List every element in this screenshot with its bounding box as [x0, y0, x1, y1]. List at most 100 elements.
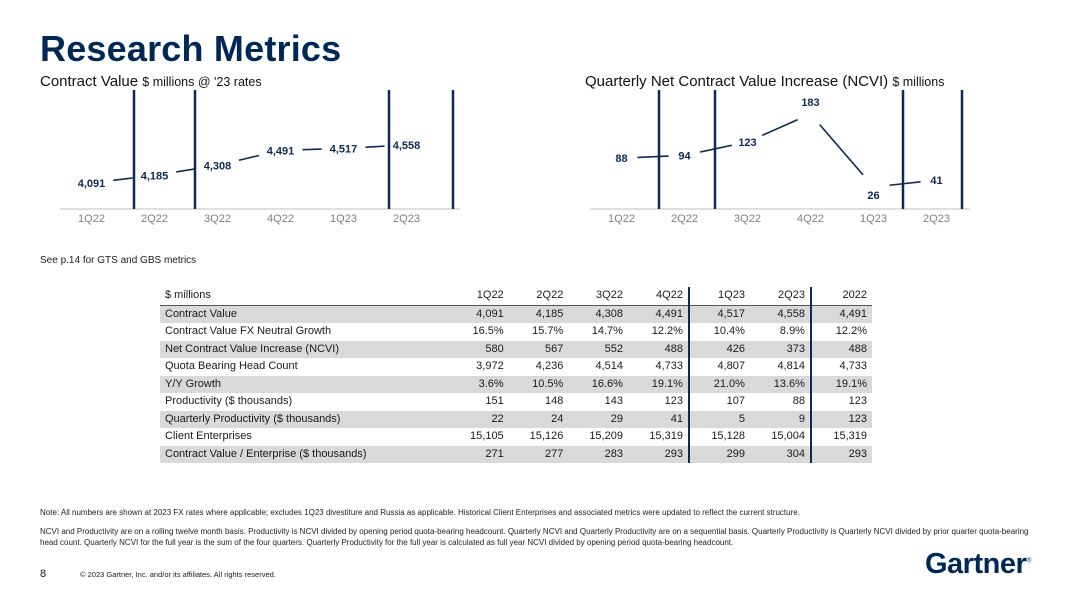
- row-label: Quota Bearing Head Count: [160, 358, 450, 376]
- row-label: Productivity ($ thousands): [160, 393, 450, 411]
- table-cell: 5: [688, 410, 750, 428]
- table-cell: 13.6%: [749, 375, 812, 393]
- table-cell: 567: [508, 340, 569, 358]
- table-row: Quarterly Productivity ($ thousands) 22 24…: [160, 410, 872, 428]
- data-label: 4,517: [330, 143, 358, 155]
- table-cell: 4,308: [568, 305, 628, 323]
- x-tick-label: 4Q22: [267, 213, 294, 225]
- table-cell: 15,319: [627, 428, 690, 446]
- table-cell: 3.6%: [449, 375, 509, 393]
- table-cell: 143: [568, 393, 628, 411]
- page-number: 8: [40, 568, 47, 580]
- table-header-cell: 4Q22: [627, 287, 690, 306]
- row-label: Contract Value: [160, 305, 450, 323]
- table-cell: 29: [568, 410, 628, 428]
- table-cell: 4,558: [749, 305, 812, 323]
- contract-value-title-text: Contract Value: [40, 73, 139, 90]
- page-title: Research Metrics: [40, 28, 342, 69]
- row-label: Client Enterprises: [160, 428, 450, 446]
- data-label: 4,308: [204, 160, 232, 172]
- table-header-cell: 1Q22: [449, 287, 509, 306]
- table-cell: 4,491: [627, 305, 690, 323]
- see-note: See p.14 for GTS and GBS metrics: [40, 255, 197, 266]
- contract-value-chart: 4,091 4,185 4,308 4,491 4,517 4,558 1Q22 2Q22 3Q…: [60, 90, 460, 225]
- table-cell: 4,807: [688, 358, 750, 376]
- logo-text: Gartner: [925, 548, 1027, 580]
- table-cell: 426: [688, 340, 750, 358]
- table-header-cell: 1Q23: [688, 287, 750, 306]
- x-tick-label: 2Q23: [923, 213, 950, 225]
- table-cell: 299: [688, 445, 750, 463]
- row-label: Contract Value FX Neutral Growth: [160, 323, 450, 341]
- table-cell: 88: [749, 393, 812, 411]
- table-row: Net Contract Value Increase (NCVI) 580 567…: [160, 340, 872, 358]
- table-header-row: $ millions 1Q22 2Q22 3Q22 4Q22 1Q23 2Q23 2022: [160, 287, 872, 306]
- table-cell: 10.4%: [688, 323, 750, 341]
- footnote-general: Note: All numbers are shown at 2023 FX r…: [40, 508, 800, 517]
- table-header-cell: 3Q22: [568, 287, 628, 306]
- ncvi-chart-title: Quarterly Net Contract Value Increase (N…: [585, 73, 944, 90]
- table-cell: 4,514: [568, 358, 628, 376]
- data-label: 4,558: [393, 140, 421, 152]
- table-header-label: $ millions: [160, 287, 450, 306]
- table-cell: 552: [568, 340, 628, 358]
- x-tick-label: 4Q22: [797, 213, 824, 225]
- x-tick-label: 3Q22: [204, 213, 231, 225]
- table-cell: 4,733: [810, 358, 872, 376]
- table-cell: 24: [508, 410, 569, 428]
- table-cell: 10.5%: [508, 375, 569, 393]
- x-tick-label: 1Q22: [608, 213, 635, 225]
- table-cell: 16.5%: [449, 323, 509, 341]
- table-cell: 16.6%: [568, 375, 628, 393]
- table-header-cell: 2Q22: [508, 287, 569, 306]
- table-cell: 14.7%: [568, 323, 628, 341]
- logo-mark: ®: [1026, 557, 1031, 565]
- table-row: Contract Value 4,091 4,185 4,308 4,491 4,517 4…: [160, 305, 872, 323]
- data-label: 4,491: [267, 145, 295, 157]
- row-label: Y/Y Growth: [160, 375, 450, 393]
- table-cell: 15,126: [508, 428, 569, 446]
- ncvi-unit: $ millions: [892, 75, 945, 89]
- footnote-ncvi-productivity: NCVI and Productivity are on a rolling t…: [40, 527, 1029, 547]
- ncvi-title-text: Quarterly Net Contract Value Increase (N…: [585, 73, 889, 90]
- table-cell: 488: [810, 340, 872, 358]
- data-label: 26: [867, 190, 879, 202]
- table-cell: 293: [627, 445, 690, 463]
- metrics-table: $ millions 1Q22 2Q22 3Q22 4Q22 1Q23 2Q23 2022 C…: [160, 287, 872, 463]
- table-cell: 107: [688, 393, 750, 411]
- table-cell: 293: [810, 445, 872, 463]
- table-row: Y/Y Growth 3.6% 10.5% 16.6% 19.1% 21.0% 13.6% 1…: [160, 375, 872, 393]
- table-cell: 4,517: [688, 305, 750, 323]
- data-label: 183: [801, 97, 819, 109]
- table-cell: 15,004: [749, 428, 812, 446]
- copyright: © 2023 Gartner, Inc. and/or its affiliat…: [80, 570, 276, 579]
- series-line-segment: [365, 145, 385, 148]
- table-cell: 15,105: [449, 428, 509, 446]
- table-cell: 488: [627, 340, 690, 358]
- table-cell: 580: [449, 340, 509, 358]
- table-cell: 15.7%: [508, 323, 569, 341]
- contract-value-chart-title: Contract Value $ millions @ '23 rates: [40, 73, 262, 90]
- table-cell: 304: [749, 445, 812, 463]
- table-cell: 4,185: [508, 305, 569, 323]
- table-cell: 9: [749, 410, 812, 428]
- table-cell: 4,091: [449, 305, 509, 323]
- row-label: Quarterly Productivity ($ thousands): [160, 410, 450, 428]
- table-cell: 123: [627, 393, 690, 411]
- table-cell: 12.2%: [810, 323, 872, 341]
- table-row: Contract Value FX Neutral Growth 16.5% 15.…: [160, 323, 872, 341]
- series-line-segment: [637, 155, 669, 159]
- table-cell: 19.1%: [810, 375, 872, 393]
- row-label: Contract Value / Enterprise ($ thousands…: [160, 445, 450, 463]
- table-cell: 4,491: [810, 305, 872, 323]
- x-tick-label: 2Q22: [671, 213, 698, 225]
- table-cell: 271: [449, 445, 509, 463]
- data-label: 88: [615, 153, 627, 165]
- x-tick-label: 1Q22: [78, 213, 105, 225]
- data-label: 4,091: [78, 178, 106, 190]
- series-line-segment: [113, 177, 133, 182]
- table-cell: 8.9%: [749, 323, 812, 341]
- table-header-cell: 2Q23: [749, 287, 812, 306]
- table-cell: 148: [508, 393, 569, 411]
- table-cell: 373: [749, 340, 812, 358]
